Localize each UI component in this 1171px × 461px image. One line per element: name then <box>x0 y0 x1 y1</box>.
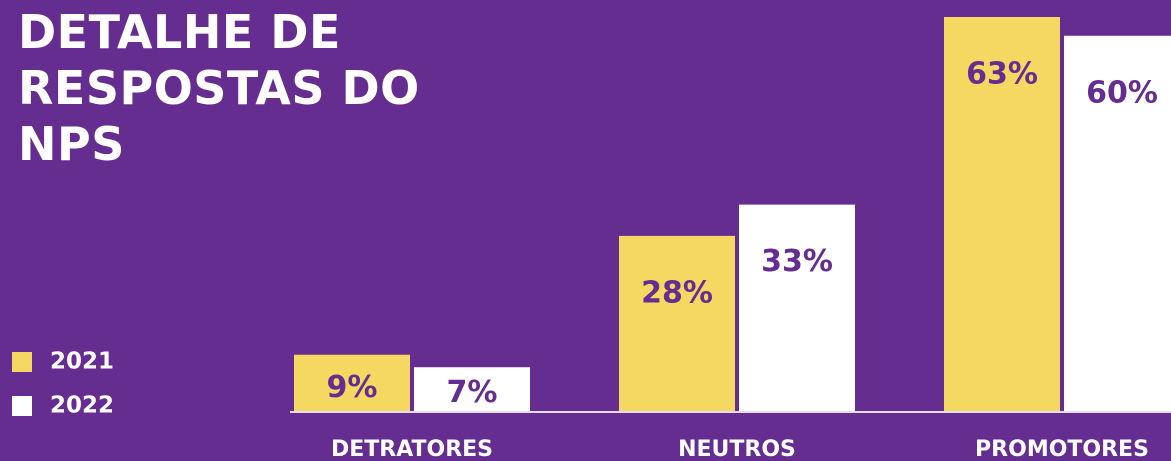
bar <box>294 354 410 411</box>
x-tick-label: PROMOTORES <box>975 437 1149 461</box>
chart-title: DETALHE DE RESPOSTAS DO NPS <box>18 5 420 171</box>
value-label: 9% <box>327 370 378 405</box>
bar <box>414 367 530 411</box>
legend-swatch <box>12 352 32 372</box>
value-label: 28% <box>641 275 713 310</box>
x-tick-label: DETRATORES <box>331 437 493 461</box>
value-label: 63% <box>966 57 1038 92</box>
legend-swatch <box>12 396 32 416</box>
value-label: 7% <box>447 375 498 410</box>
bar <box>739 204 855 411</box>
x-tick-label: NEUTROS <box>678 437 796 461</box>
legend-label: 2022 <box>50 393 114 419</box>
bar <box>1064 35 1171 412</box>
value-label: 60% <box>1086 75 1158 110</box>
value-label: 33% <box>761 244 833 279</box>
bar <box>944 17 1060 411</box>
bar <box>619 235 735 411</box>
legend-label: 2021 <box>50 349 114 375</box>
